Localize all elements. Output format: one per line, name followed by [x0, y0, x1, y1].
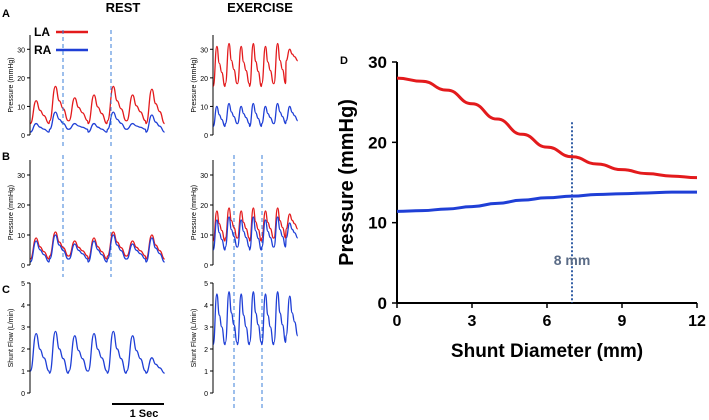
d-series-la	[396, 76, 698, 180]
trace-ra	[212, 216, 299, 251]
d-annotation-label: 8 mm	[554, 252, 591, 268]
d-y-axis-label: Pressure (mmHg)	[336, 99, 358, 266]
d-x-tick-label: 9	[618, 313, 627, 330]
exercise-title: EXERCISE	[227, 0, 293, 15]
panel-label-a: A	[2, 8, 10, 20]
trace-la	[212, 42, 298, 88]
scale-bar-label: 1 Sec	[130, 408, 159, 420]
y-tick-label: 0	[21, 391, 25, 398]
y-tick-label: 4	[204, 303, 208, 310]
y-axis-label: Shunt Flow (L/min)	[191, 309, 198, 368]
y-tick-label: 5	[21, 281, 25, 288]
trace-ra	[29, 330, 165, 374]
y-tick-label: 5	[204, 281, 208, 288]
y-tick-label: 4	[21, 303, 25, 310]
y-axis-label: Shunt Flow (L/min)	[8, 309, 15, 368]
trace-la	[29, 231, 165, 260]
trace-ra	[29, 234, 165, 263]
y-tick-label: 10	[17, 104, 25, 111]
y-tick-label: 30	[200, 173, 208, 180]
legend-label-la: LA	[34, 25, 50, 39]
d-y-tick-label: 0	[378, 294, 387, 313]
y-tick-label: 10	[200, 233, 208, 240]
trace-ra	[30, 111, 165, 133]
trace-la	[29, 85, 165, 125]
trace-panel-c-exercise: 0 1 2 3 4 5 Shunt Flow (L/min)	[191, 278, 299, 411]
y-tick-label: 1	[21, 369, 25, 376]
y-tick-label: 20	[17, 76, 25, 83]
y-tick-label: 0	[21, 263, 25, 270]
d-x-tick-label: 12	[688, 313, 706, 330]
d-x-tick-label: 6	[543, 313, 552, 330]
y-tick-label: 30	[17, 47, 25, 54]
trace-ra	[212, 291, 299, 346]
y-tick-label: 20	[200, 203, 208, 210]
y-axis-label: Pressure (mmHg)	[8, 57, 15, 112]
trace-ra	[212, 102, 299, 128]
d-x-axis-label: Shunt Diameter (mm)	[451, 341, 643, 362]
y-tick-label: 2	[204, 347, 208, 354]
y-tick-label: 3	[21, 325, 25, 332]
y-tick-label: 0	[204, 391, 208, 398]
d-x-tick-label: 3	[468, 313, 477, 330]
y-tick-label: 30	[17, 173, 25, 180]
y-axis-label: Pressure (mmHg)	[191, 185, 198, 240]
y-tick-label: 2	[21, 347, 25, 354]
panel-label-d: D	[340, 55, 348, 67]
d-y-tick-label: 20	[368, 133, 387, 152]
trace-panel-c-rest: 0 1 2 3 4 5 Shunt Flow (L/min)	[8, 278, 263, 411]
panel-d-chart: 0 3 6 9 12 0 10 20 30 Shunt Diameter (mm) Pressure…	[336, 53, 706, 362]
legend-label-ra: RA	[34, 43, 52, 57]
d-y-tick-label: 30	[368, 53, 387, 72]
d-y-tick-label: 10	[368, 214, 387, 233]
legend: LA RA	[34, 25, 88, 57]
y-tick-label: 10	[200, 104, 208, 111]
y-tick-label: 0	[204, 263, 208, 270]
d-series-ra	[396, 190, 697, 213]
y-tick-label: 1	[204, 369, 208, 376]
y-tick-label: 20	[17, 203, 25, 210]
trace-la	[212, 207, 299, 242]
y-tick-label: 3	[204, 325, 208, 332]
rest-title: REST	[106, 0, 141, 15]
y-tick-label: 0	[204, 133, 208, 140]
panel-label-b: B	[2, 151, 10, 163]
y-tick-label: 0	[21, 133, 25, 140]
y-tick-label: 30	[200, 47, 208, 54]
d-x-tick-label: 0	[393, 313, 402, 330]
panel-label-c: C	[2, 284, 10, 296]
y-tick-label: 10	[17, 233, 25, 240]
y-axis-label: Pressure (mmHg)	[191, 57, 198, 112]
y-axis-label: Pressure (mmHg)	[8, 185, 15, 240]
y-tick-label: 20	[200, 76, 208, 83]
